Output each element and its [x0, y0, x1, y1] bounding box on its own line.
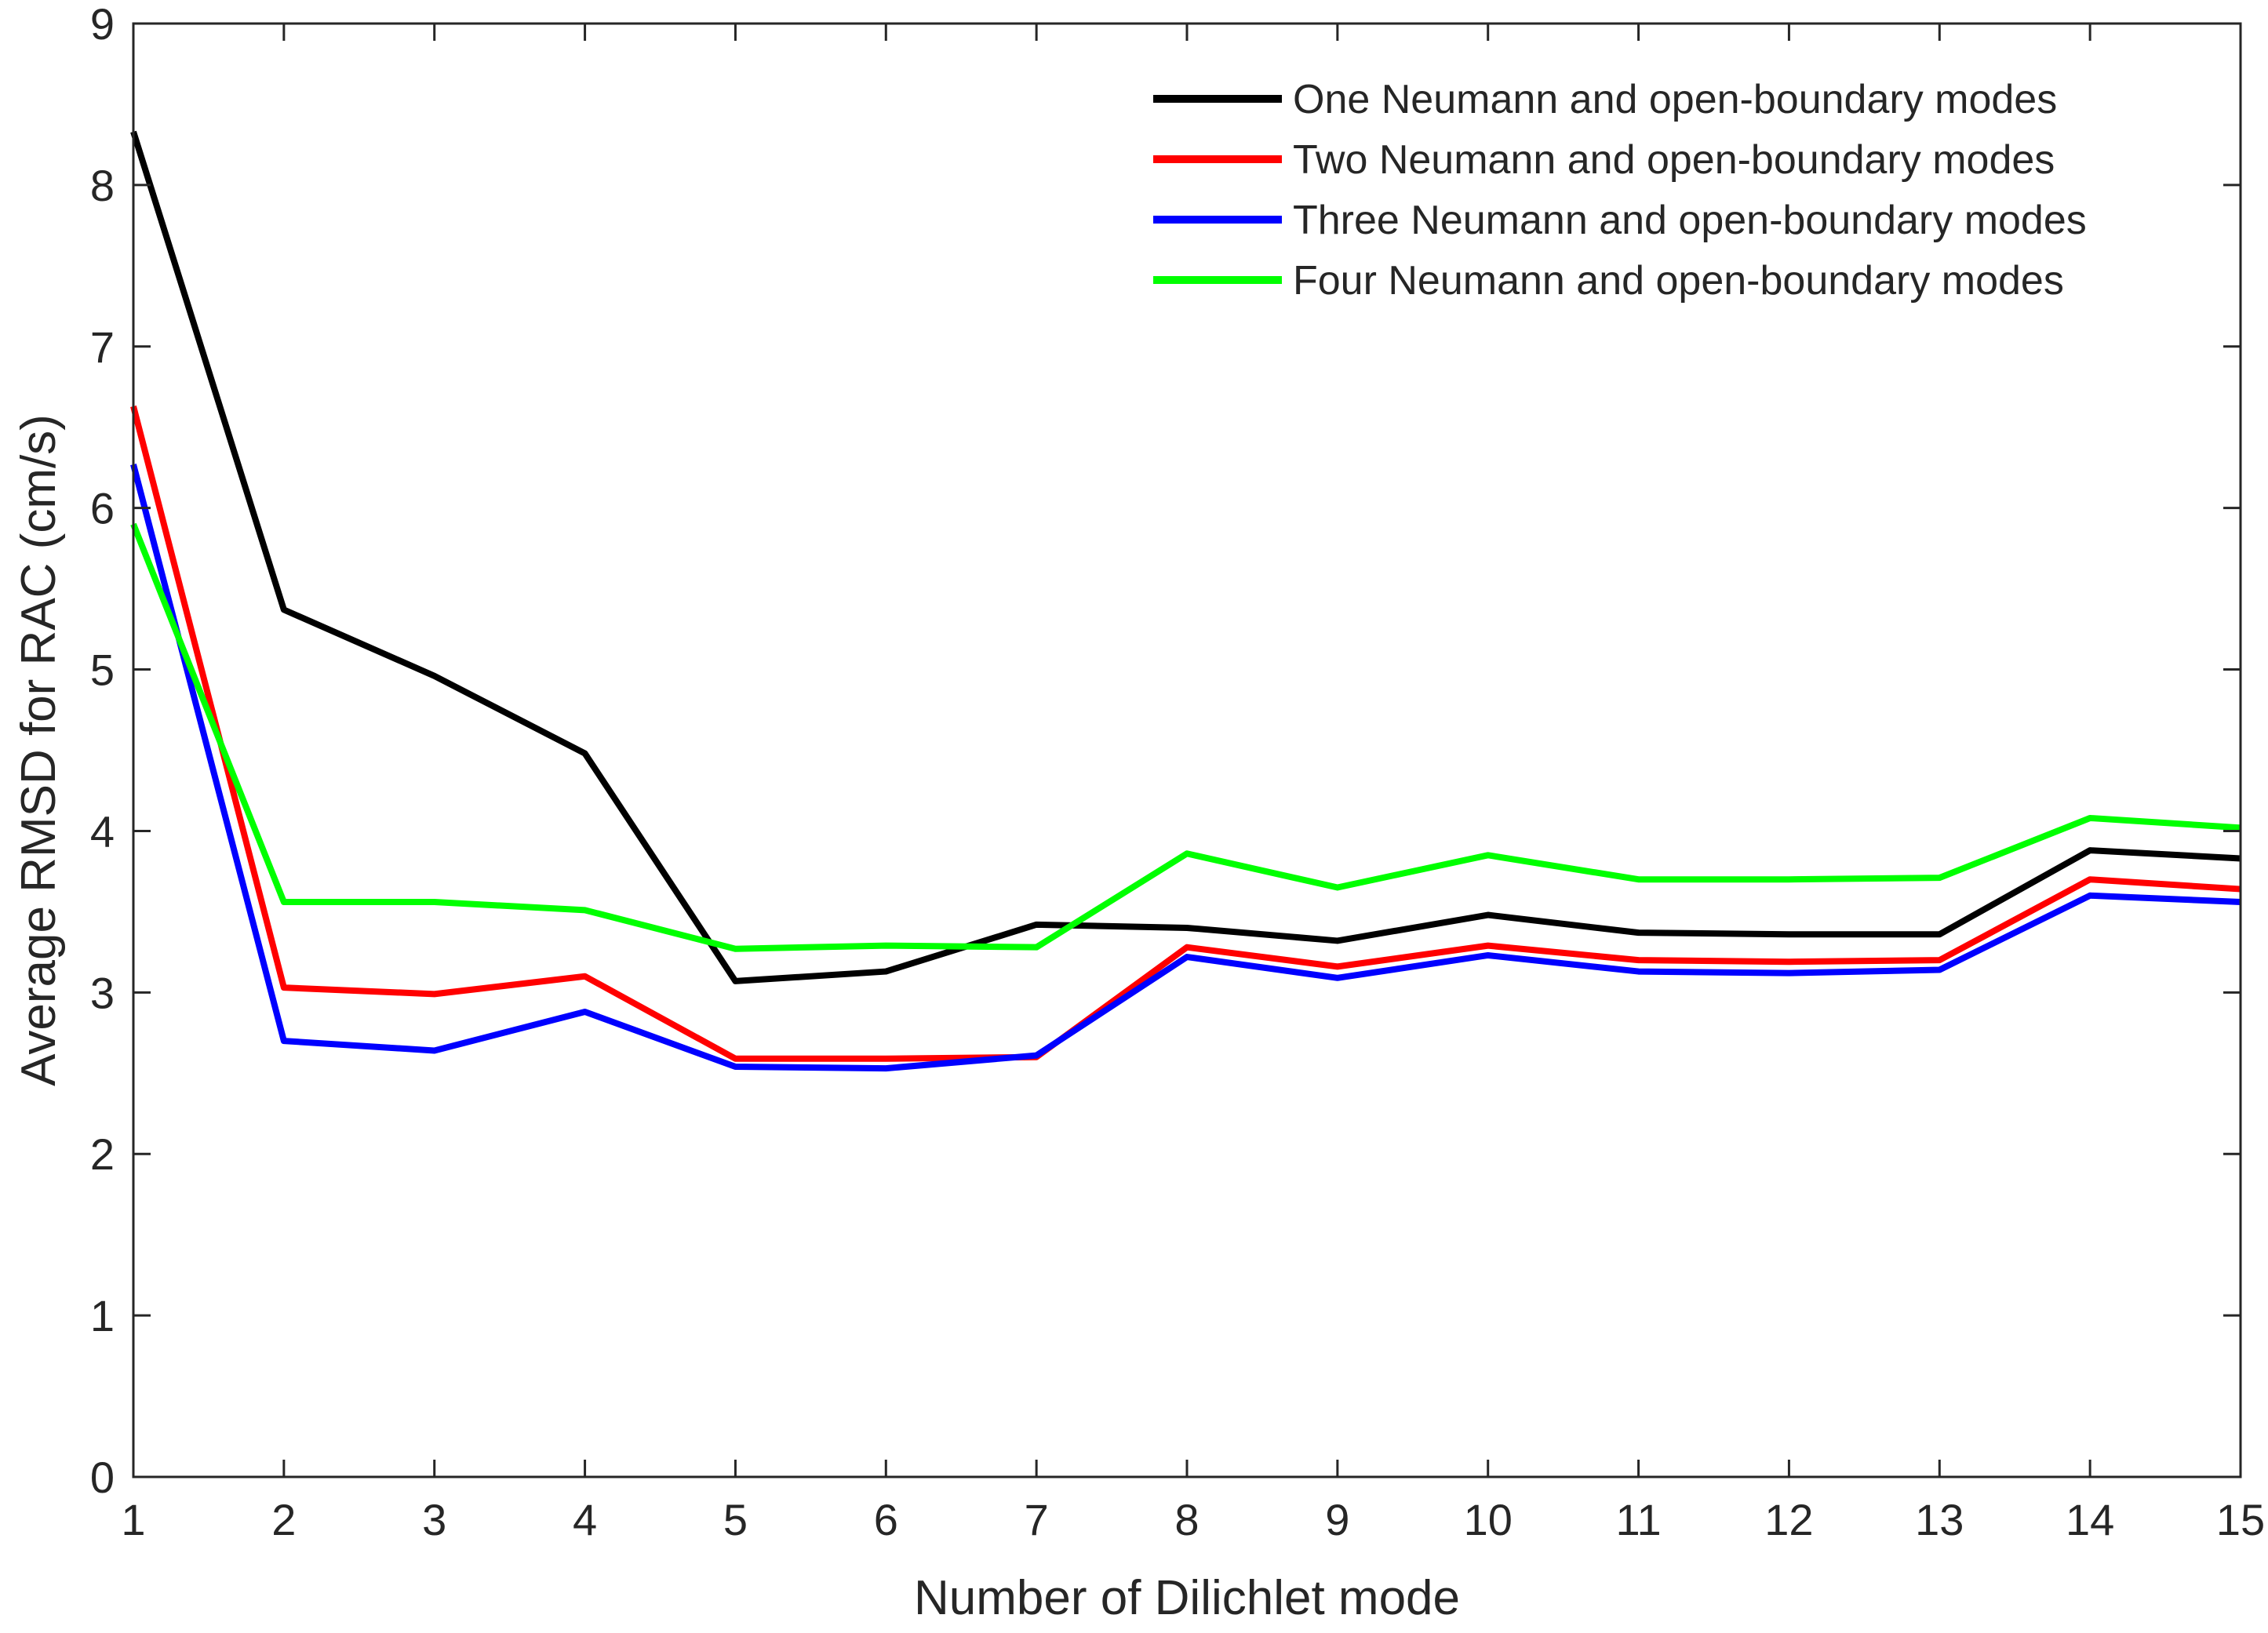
series-line-2: [130, 405, 2241, 1062]
x-axis-label: Number of Dilichlet mode: [914, 1571, 1460, 1625]
x-tick-label: 15: [2216, 1495, 2265, 1544]
x-tick-label: 9: [1325, 1495, 1349, 1544]
y-tick-label: 0: [90, 1453, 115, 1502]
y-tick-label: 6: [90, 484, 115, 533]
legend-label-1: One Neumann and open-boundary modes: [1293, 77, 2057, 122]
x-tick-label: 2: [271, 1495, 296, 1544]
y-tick-label: 4: [90, 806, 115, 856]
x-tick-label: 11: [1616, 1495, 1662, 1544]
y-tick-label: 7: [90, 322, 115, 372]
x-tick-label: 3: [422, 1495, 446, 1544]
x-tick-label: 1: [121, 1495, 145, 1544]
legend-label-2: Two Neumann and open-boundary modes: [1293, 137, 2055, 183]
legend: One Neumann and open-boundary modes Two N…: [1153, 77, 2087, 304]
y-tick-label: 8: [90, 161, 115, 210]
x-tick-label: 13: [1915, 1495, 1964, 1544]
series-line-4: [130, 522, 2241, 952]
y-tick-label: 5: [90, 646, 115, 695]
x-tick-label: 14: [2066, 1495, 2114, 1544]
x-tick-label: 6: [874, 1495, 898, 1544]
series-layer: [130, 130, 2241, 1072]
y-tick-label: 2: [90, 1129, 115, 1179]
series-line-3: [130, 464, 2241, 1072]
y-tick-label: 9: [90, 0, 115, 49]
x-tick-label: 8: [1174, 1495, 1199, 1544]
x-tick-label: 4: [573, 1495, 597, 1544]
y-tick-label: 1: [90, 1291, 115, 1340]
x-tick-label: 7: [1025, 1495, 1049, 1544]
x-tick-label: 10: [1464, 1495, 1513, 1544]
y-tick-label: 3: [90, 968, 115, 1017]
x-tick-label: 12: [1764, 1495, 1813, 1544]
x-tick-label: 5: [723, 1495, 748, 1544]
legend-label-4: Four Neumann and open-boundary modes: [1293, 258, 2064, 304]
series-line-1: [130, 130, 2241, 984]
y-axis-label: Average RMSD for RAC (cm/s): [12, 414, 66, 1086]
legend-label-3: Three Neumann and open-boundary modes: [1293, 198, 2087, 243]
